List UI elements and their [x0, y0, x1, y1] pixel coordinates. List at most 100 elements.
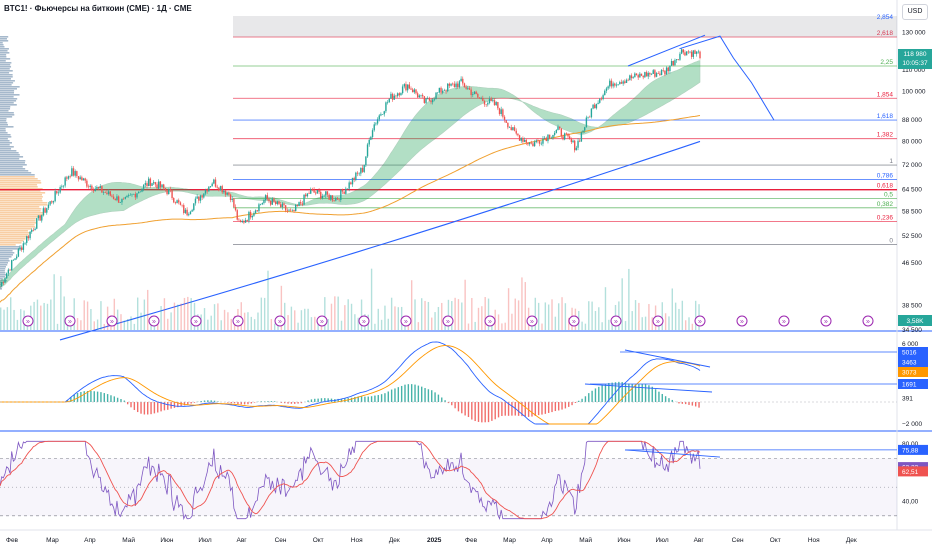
macd-histogram-bar	[454, 402, 456, 409]
volume-bar	[344, 305, 346, 330]
candle-body	[81, 177, 83, 181]
candle-body	[687, 51, 690, 53]
volume-profile-bar	[0, 288, 2, 290]
macd-histogram-bar	[230, 402, 232, 404]
candle-body	[19, 247, 21, 250]
time-axis-label: Дек	[389, 537, 400, 544]
candle-body	[490, 98, 492, 102]
candle-body	[388, 98, 390, 103]
event-marker	[526, 315, 538, 327]
volume-profile-bar	[0, 178, 38, 180]
candle-body	[669, 65, 671, 72]
volume-bar	[464, 279, 466, 330]
candle-body	[308, 193, 310, 194]
volume-bar	[568, 317, 570, 330]
candle-body	[244, 220, 247, 223]
macd-histogram-bar	[390, 389, 393, 402]
candle-body	[338, 199, 340, 200]
volume-bar	[324, 297, 326, 330]
candle-body	[528, 142, 531, 145]
candle-body	[229, 194, 232, 201]
candle-body	[283, 203, 285, 206]
candle-body	[107, 191, 110, 195]
candle-body	[645, 72, 648, 77]
volume-profile-bar	[0, 100, 17, 102]
candle-body	[393, 95, 395, 100]
time-axis-label: Май	[122, 536, 135, 544]
volume-bar	[537, 302, 540, 330]
volume-profile-bar	[0, 192, 46, 194]
volume-bar	[96, 319, 99, 330]
fib-level-label: 2,25	[880, 59, 893, 66]
macd-histogram-bar	[400, 385, 403, 402]
countdown-value: 10:05:37	[902, 60, 928, 67]
macd-histogram-bar	[694, 402, 697, 407]
volume-bar	[487, 298, 490, 330]
macd-histogram-bar	[581, 398, 583, 402]
volume-profile-bar	[0, 80, 15, 82]
candle-body	[171, 190, 173, 199]
candle-body	[325, 191, 327, 196]
candle-body	[582, 130, 584, 133]
macd-histogram-bar	[524, 402, 526, 417]
candle-body	[323, 195, 325, 197]
candle-body	[350, 182, 352, 185]
candle-body	[263, 200, 265, 204]
candle-body	[315, 192, 317, 194]
fib-level-label: 2,618	[877, 30, 894, 37]
macd-histogram-bar	[668, 398, 670, 402]
volume-bar	[90, 309, 92, 330]
trend-line	[627, 34, 706, 67]
candle-body	[313, 189, 315, 193]
candle-body	[141, 188, 143, 192]
macd-histogram-bar	[628, 383, 630, 402]
candle-body	[281, 203, 284, 208]
candle-body	[597, 102, 599, 104]
volume-bar	[668, 316, 670, 330]
candle-body	[16, 256, 18, 259]
candle-body	[568, 136, 571, 139]
symbol-title[interactable]: BTC1! · Фьючерсы на биткоин (CME) · 1Д ·…	[4, 4, 192, 13]
volume-profile-bar	[0, 38, 7, 40]
candle-body	[517, 133, 519, 136]
price-axis-tick: 130 000	[902, 30, 926, 37]
candle-body	[468, 88, 471, 90]
macd-axis-tick: 6 000	[902, 341, 919, 348]
candle-body	[122, 198, 125, 200]
macd-histogram-bar	[541, 402, 543, 415]
rsi-value-badge-bg	[898, 444, 928, 455]
volume-bar	[684, 320, 687, 330]
volume-bar	[53, 274, 55, 330]
price-axis-tick: 34 500	[902, 327, 922, 334]
volume-profile-bar	[0, 82, 14, 84]
candle-body	[2, 282, 5, 283]
candle-body	[452, 83, 454, 85]
event-marker-glyph: »	[194, 319, 198, 326]
time-axis-label: Апр	[84, 537, 96, 544]
candle-body	[293, 209, 295, 212]
volume-bar	[56, 323, 59, 330]
currency-button[interactable]: USD	[902, 4, 928, 20]
macd-value-badge: 3073	[902, 370, 917, 377]
volume-bar	[471, 298, 473, 330]
macd-histogram-bar	[133, 402, 136, 410]
candle-body	[116, 196, 118, 201]
macd-histogram-bar	[80, 392, 82, 402]
candle-body	[52, 201, 55, 203]
candle-body	[239, 220, 242, 223]
volume-profile-bar	[0, 216, 42, 218]
volume-bar	[136, 297, 139, 330]
macd-histogram-bar	[678, 402, 680, 404]
candle-body	[199, 195, 202, 201]
candle-body	[106, 192, 108, 195]
time-axis-label: Апр	[541, 537, 553, 544]
candle-body	[152, 182, 155, 184]
fib-level-label: 0,382	[877, 201, 894, 208]
volume-bar	[6, 307, 9, 330]
volume-bar	[230, 318, 232, 330]
volume-profile-bar	[0, 270, 5, 272]
candle-body	[438, 87, 441, 93]
candle-body	[31, 229, 33, 232]
